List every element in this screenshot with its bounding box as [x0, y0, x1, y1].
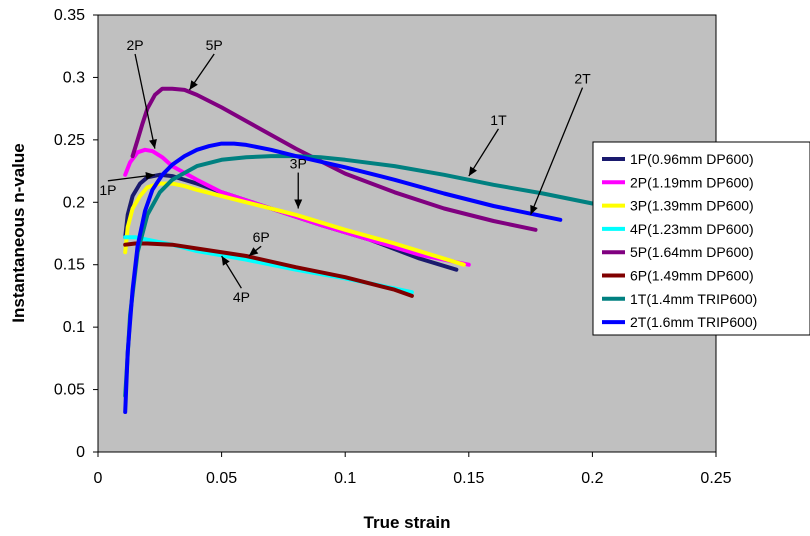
y-axis-title: Instantaneous n-value: [9, 143, 28, 322]
legend-entry: 2P(1.19mm DP600): [630, 174, 754, 190]
annotation-arrowhead: [468, 166, 477, 177]
x-tick-label: 0.1: [334, 470, 356, 487]
y-tick-label: 0.15: [54, 257, 85, 274]
annotation-label: 6P: [253, 229, 270, 245]
y-axis: 0 0.05 0.1 0.15 0.2 0.25 0.3 0.35: [54, 7, 98, 461]
annotation-arrowhead: [189, 80, 198, 90]
x-tick-label: 0.15: [453, 470, 484, 487]
legend: 1P(0.96mm DP600) 2P(1.19mm DP600) 3P(1.39m…: [592, 141, 810, 336]
annotation-label: 1P: [99, 182, 116, 198]
annotation-label: 1T: [490, 112, 507, 128]
annotation-arrow: [529, 87, 584, 216]
series-line-8: [123, 141, 563, 414]
legend-entry: 1T(1.4mm TRIP600): [630, 291, 757, 307]
series-layer: [123, 86, 595, 414]
y-tick-label: 0.35: [54, 7, 85, 24]
series-line-7: [123, 154, 595, 398]
legend-box: [592, 141, 810, 336]
annotation-label: 3P: [290, 156, 307, 172]
annotation-label: 2P: [127, 37, 144, 53]
legend-entry: 4P(1.23mm DP600): [630, 221, 754, 237]
annotation-arrow: [134, 53, 156, 149]
legend-entry: 6P(1.49mm DP600): [630, 268, 754, 284]
y-tick-label: 0.25: [54, 132, 85, 149]
x-tick-label: 0.05: [206, 470, 237, 487]
annotation-arrow: [468, 128, 500, 177]
annotation-arrowhead: [149, 138, 157, 149]
annotation-arrowhead: [145, 171, 155, 180]
legend-entry: 2T(1.6mm TRIP600): [630, 314, 757, 330]
series-line-3: [123, 181, 466, 267]
annotation-arrowhead: [221, 255, 230, 266]
x-tick-label: 0.25: [700, 470, 731, 487]
legend-entry: 1P(0.96mm DP600): [630, 151, 754, 167]
y-tick-label: 0.2: [63, 194, 85, 211]
x-tick-label: 0: [94, 470, 103, 487]
annotation-label: 4P: [233, 289, 250, 305]
annotation-label: 2T: [574, 71, 591, 87]
y-tick-label: 0.1: [63, 319, 85, 336]
legend-entry: 3P(1.39mm DP600): [630, 198, 754, 214]
annotation-arrowhead: [294, 199, 303, 209]
y-tick-label: 0: [76, 444, 85, 461]
x-axis-title: True strain: [364, 513, 451, 532]
series-line-5: [130, 86, 538, 232]
annotation-layer: 2P 5P 1P 3P 6P 4P 1T 2T: [99, 37, 591, 305]
annotation-arrowhead: [248, 247, 259, 256]
annotation-arrowhead: [530, 204, 538, 215]
x-tick-label: 0.2: [581, 470, 603, 487]
y-tick-label: 0.05: [54, 382, 85, 399]
legend-entry: 5P(1.64mm DP600): [630, 244, 754, 260]
y-tick-label: 0.3: [63, 69, 85, 86]
x-axis: 0 0.05 0.1 0.15 0.2 0.25: [94, 452, 732, 487]
annotation-label: 5P: [206, 37, 223, 53]
